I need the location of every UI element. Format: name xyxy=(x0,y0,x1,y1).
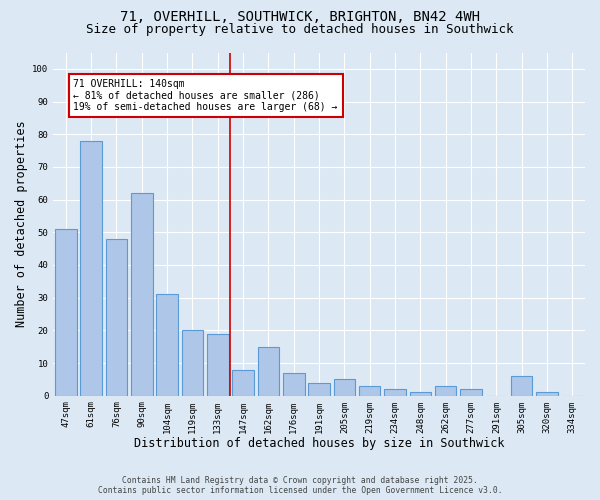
Text: Size of property relative to detached houses in Southwick: Size of property relative to detached ho… xyxy=(86,22,514,36)
X-axis label: Distribution of detached houses by size in Southwick: Distribution of detached houses by size … xyxy=(134,437,505,450)
Bar xyxy=(232,370,254,396)
Bar xyxy=(55,229,77,396)
Bar xyxy=(384,389,406,396)
Bar xyxy=(359,386,380,396)
Bar xyxy=(410,392,431,396)
Bar xyxy=(334,380,355,396)
Bar xyxy=(257,346,279,396)
Bar xyxy=(131,193,152,396)
Bar xyxy=(106,239,127,396)
Bar xyxy=(435,386,457,396)
Text: 71, OVERHILL, SOUTHWICK, BRIGHTON, BN42 4WH: 71, OVERHILL, SOUTHWICK, BRIGHTON, BN42 … xyxy=(120,10,480,24)
Text: Contains HM Land Registry data © Crown copyright and database right 2025.
Contai: Contains HM Land Registry data © Crown c… xyxy=(98,476,502,495)
Bar xyxy=(536,392,558,396)
Bar xyxy=(283,373,305,396)
Bar xyxy=(308,382,330,396)
Bar xyxy=(207,334,229,396)
Bar xyxy=(511,376,532,396)
Y-axis label: Number of detached properties: Number of detached properties xyxy=(15,121,28,328)
Bar xyxy=(80,141,102,396)
Bar xyxy=(460,389,482,396)
Bar xyxy=(182,330,203,396)
Text: 71 OVERHILL: 140sqm
← 81% of detached houses are smaller (286)
19% of semi-detac: 71 OVERHILL: 140sqm ← 81% of detached ho… xyxy=(73,78,338,112)
Bar xyxy=(157,294,178,396)
